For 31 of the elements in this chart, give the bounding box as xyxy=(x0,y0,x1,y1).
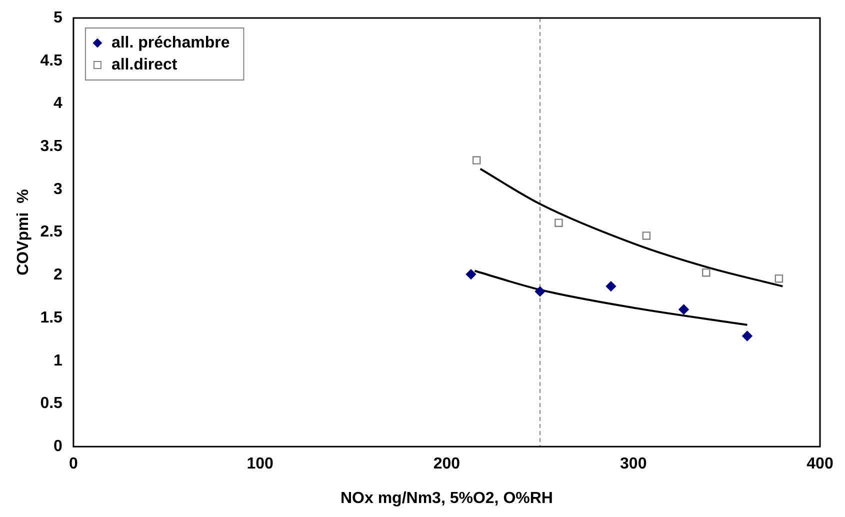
x-tick-label: 0 xyxy=(68,456,78,473)
point xyxy=(642,232,651,240)
y-tick-label: 0 xyxy=(54,438,63,456)
legend-label: all. préchambre xyxy=(111,34,230,52)
line-series xyxy=(479,168,784,288)
x-tick-label: 300 xyxy=(620,456,647,473)
y-tick-label: 1 xyxy=(54,352,63,370)
y-tick-label: 2 xyxy=(54,266,63,284)
y-axis-title: COVpmi % xyxy=(15,189,32,276)
legend-label: all.direct xyxy=(111,56,178,74)
y-tick-label: 3.5 xyxy=(40,138,63,155)
point xyxy=(606,281,616,292)
y-tick-label: 2.5 xyxy=(40,224,63,241)
x-tick-label: 400 xyxy=(806,456,834,473)
y-tick-label: 1.5 xyxy=(40,309,63,326)
x-tick-label: 100 xyxy=(246,456,274,473)
point xyxy=(466,269,476,280)
point xyxy=(774,274,784,283)
point xyxy=(534,286,546,297)
point xyxy=(702,268,710,277)
point xyxy=(742,330,752,342)
y-tick-label: 4 xyxy=(54,95,63,112)
point xyxy=(472,156,481,164)
x-tick-label: 200 xyxy=(433,456,460,473)
x-axis-title: NOx mg/Nm3, 5%O2, O%RH xyxy=(340,490,553,507)
y-tick-label: 5 xyxy=(54,9,63,26)
y-tick-label: 4.5 xyxy=(40,52,63,70)
point xyxy=(554,218,563,228)
point xyxy=(678,304,689,315)
y-tick-label: 3 xyxy=(54,180,63,198)
y-tick-label: 0.5 xyxy=(40,395,63,412)
